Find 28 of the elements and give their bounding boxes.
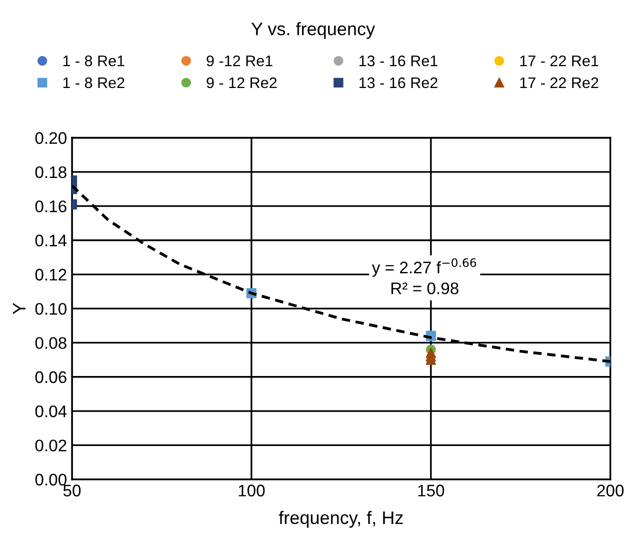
- x-tick-label: 200: [597, 484, 624, 496]
- annotation: R² = 0.98: [391, 282, 458, 294]
- legend-label: 17 - 22 Re2: [520, 77, 598, 88]
- y-tick-label: 0.18: [35, 166, 66, 178]
- legend-label: 9 - 12 Re2: [206, 77, 277, 88]
- y-tick-label: 0.16: [35, 200, 66, 212]
- legend-label: 1 - 8 Re2: [63, 77, 124, 88]
- y-axis-title: Y: [12, 302, 26, 314]
- y-tick-label: 0.14: [35, 234, 67, 246]
- y-tick-label: 0.20: [35, 132, 66, 144]
- annotation: y = 2.27 f$^{−0.66}$: [372, 258, 476, 277]
- x-tick-label: 100: [238, 484, 265, 496]
- chart-title: Y vs. frequency: [251, 22, 376, 39]
- legend-label: 13 - 16 Re1: [359, 55, 438, 66]
- x-tick-label: 50: [63, 484, 81, 496]
- x-tick-label: 150: [418, 484, 444, 496]
- y-tick-label: 0.06: [35, 371, 66, 384]
- legend-label: 13 - 16 Re2: [359, 77, 438, 88]
- legend-label: 9 -12 Re1: [206, 55, 272, 66]
- y-tick-label: 0.08: [35, 337, 66, 349]
- y-tick-label: 0.04: [35, 405, 67, 418]
- y-tick-label: 0.02: [35, 440, 66, 452]
- y-tick-label: 0.00: [35, 474, 66, 486]
- legend-label: 17 - 22 Re1: [520, 55, 598, 66]
- y-tick-label: 0.12: [35, 268, 66, 281]
- y-tick-label: 0.10: [35, 302, 66, 315]
- legend-label: 1 - 8 Re1: [63, 55, 124, 66]
- x-axis-title: frequency, f, Hz: [278, 510, 403, 528]
